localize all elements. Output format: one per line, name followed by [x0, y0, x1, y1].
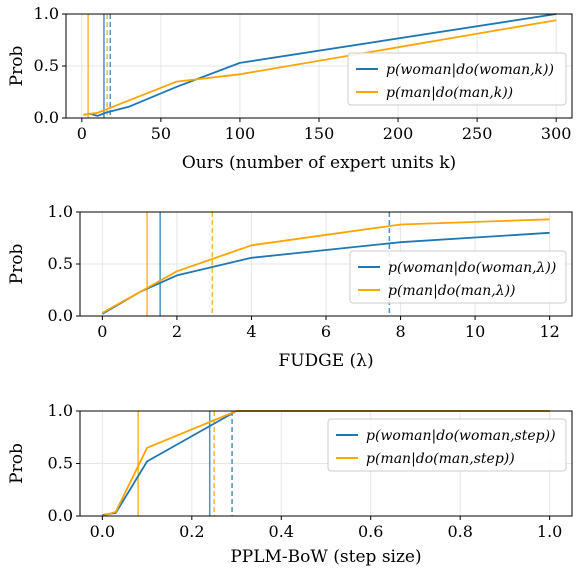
x-tick-label: 300: [541, 124, 572, 143]
legend-label: p(man|do(man,k)): [386, 85, 513, 101]
x-tick-label: 250: [462, 124, 493, 143]
x-tick-label: 0.8: [447, 522, 472, 541]
x-tick-label: 8: [395, 322, 405, 341]
x-tick-label: 50: [151, 124, 171, 143]
x-axis-label: PPLM-BoW (step size): [230, 547, 421, 567]
x-tick-label: 10: [465, 322, 485, 341]
legend-label: p(man|do(man,λ)): [388, 283, 516, 299]
x-tick-label: 200: [383, 124, 414, 143]
chart-panel-3: 0.0 0.2 0.4 0.6 0.8 1.0 0.0 0.5 1.0 PPLM-BoW (ste…: [7, 401, 573, 567]
series-line-man: [83, 19, 557, 116]
legend: p(woman|do(woman,step)) p(man|do(man,step…: [327, 418, 567, 472]
x-tick-label: 0.2: [179, 522, 204, 541]
y-axis-label: Prob: [7, 46, 27, 87]
y-tick-label: 0.5: [34, 56, 59, 75]
y-tick-label: 1.0: [48, 202, 73, 221]
chart-panel-1: 0 50 100 150 200 250 300 0.0 0.5 1.0 Ours (number …: [7, 4, 573, 173]
x-tick-label: 150: [304, 124, 335, 143]
x-tick-label: 2: [172, 322, 182, 341]
x-tick-label: 0.6: [358, 522, 383, 541]
y-axis-label: Prob: [7, 244, 27, 285]
x-tick-label: 12: [539, 322, 559, 341]
x-tick-label: 100: [225, 124, 256, 143]
y-tick-label: 1.0: [34, 4, 59, 23]
y-tick-label: 0.0: [34, 108, 59, 127]
legend-label: p(woman|do(woman,step)): [366, 428, 556, 444]
legend-box: [327, 418, 567, 472]
x-tick-label: 0: [97, 322, 107, 341]
legend-box: [347, 52, 567, 106]
y-tick-label: 0.5: [48, 454, 73, 473]
legend-label: p(woman|do(woman,λ)): [388, 260, 556, 276]
x-tick-label: 6: [321, 322, 331, 341]
legend: p(woman|do(woman,k)) p(man|do(man,k)): [347, 52, 567, 106]
series-line-man: [101, 218, 550, 314]
x-tick-label: 0: [77, 124, 87, 143]
y-tick-label: 0.5: [48, 254, 73, 273]
legend-label: p(man|do(man,step)): [366, 451, 515, 467]
x-tick-label: 0.0: [90, 522, 115, 541]
y-tick-label: 1.0: [48, 401, 73, 420]
x-tick-label: 0.4: [269, 522, 294, 541]
y-tick-label: 0.0: [48, 306, 73, 325]
y-axis-label: Prob: [7, 443, 27, 484]
legend: p(woman|do(woman,λ)) p(man|do(man,λ)): [349, 250, 567, 304]
chart-panel-2: 0 2 4 6 8 10 12 0.0 0.5 1.0 FUDGE (λ) Prob p(woman|d…: [7, 202, 573, 371]
x-axis-label: Ours (number of expert units k): [182, 153, 456, 173]
x-tick-label: 4: [246, 322, 256, 341]
legend-box: [349, 250, 567, 304]
x-tick-label: 1.0: [537, 522, 562, 541]
legend-label: p(woman|do(woman,k)): [386, 62, 554, 78]
x-axis-label: FUDGE (λ): [278, 351, 373, 371]
y-tick-label: 0.0: [48, 506, 73, 525]
